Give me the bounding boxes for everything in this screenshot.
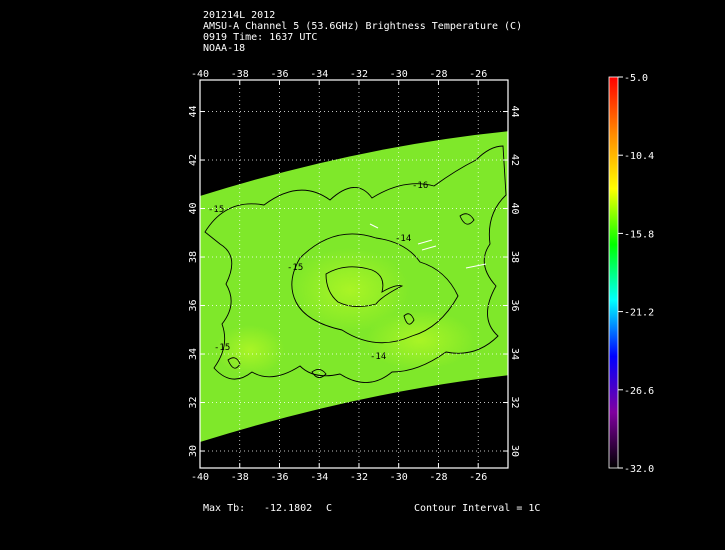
colorbar-label-1: -10.4	[624, 151, 654, 162]
colorbar-label-5: -32.0	[624, 464, 654, 475]
lon-label-bottom-4: -32	[350, 472, 368, 483]
lat-label-left-0: 30	[188, 445, 199, 457]
lon-label-bottom-0: -40	[191, 472, 209, 483]
colorbar-label-2: -15.8	[624, 229, 654, 240]
contour-line-14	[291, 233, 459, 344]
max-tb-label: Max Tb:	[203, 503, 246, 514]
axis-ticks	[199, 80, 508, 468]
lat-label-right-1: 32	[509, 397, 520, 409]
axis-tick-labels: -40 -40 -38 -38 -36 -36 -34 -34 -32 -32 -30 -30 -28 -…	[188, 69, 520, 483]
lon-label-top-6: -28	[429, 69, 447, 80]
satellite-title: NOAA-18	[203, 43, 246, 54]
lon-label-top-4: -32	[350, 69, 368, 80]
contour-label-1: -15	[208, 205, 224, 215]
lat-label-right-4: 38	[509, 251, 520, 263]
lon-label-bottom-6: -28	[429, 472, 447, 483]
lat-label-left-5: 40	[188, 203, 199, 215]
colorbar-label-3: -21.2	[624, 308, 654, 319]
lat-label-left-1: 32	[188, 397, 199, 409]
lon-label-top-5: -30	[390, 69, 408, 80]
lat-label-right-3: 36	[509, 300, 520, 312]
contour-label-4: -14	[395, 234, 411, 244]
lat-label-left-4: 38	[188, 251, 199, 263]
lon-label-top-2: -36	[270, 69, 288, 80]
time-title: 0919 Time: 1637 UTC	[203, 32, 318, 43]
contour-line-outer	[204, 145, 507, 383]
lat-label-left-2: 34	[188, 348, 199, 360]
lon-label-bottom-7: -26	[469, 472, 487, 483]
colorbar-label-4: -26.6	[624, 386, 654, 397]
contour-small-2	[403, 313, 415, 325]
contour-interval: Contour Interval = 1C	[414, 503, 541, 514]
lat-label-left-7: 44	[188, 106, 199, 118]
plot-frame	[199, 79, 509, 469]
colorbar-label-0: -5.0	[624, 73, 648, 84]
missing-data-marks	[369, 223, 487, 269]
lat-label-left-6: 42	[188, 154, 199, 166]
contour-label-2: -15	[214, 343, 230, 353]
colorbar-ticks: -5.0 -10.4 -15.8 -21.2 -26.6 -32.0	[618, 73, 654, 475]
lat-label-right-7: 44	[509, 106, 520, 118]
contour-label-0: -16	[412, 181, 428, 191]
lon-label-bottom-2: -36	[270, 472, 288, 483]
lat-label-right-2: 34	[509, 348, 520, 360]
lon-label-top-1: -38	[231, 69, 249, 80]
warm-areas	[215, 248, 475, 375]
lon-label-bottom-1: -38	[231, 472, 249, 483]
lon-label-top-7: -26	[469, 69, 487, 80]
contour-label-3: -15	[287, 263, 303, 273]
contour-labels: -16 -15 -15 -15 -14 -14	[208, 181, 428, 362]
lat-label-right-5: 40	[509, 203, 520, 215]
contour-lines	[204, 145, 507, 383]
lon-label-bottom-3: -34	[310, 472, 328, 483]
lat-label-left-3: 36	[188, 300, 199, 312]
lat-label-right-6: 42	[509, 154, 520, 166]
contour-small-4	[459, 213, 475, 225]
lon-label-top-0: -40	[191, 69, 209, 80]
contour-small-3	[311, 369, 327, 378]
lon-label-bottom-5: -30	[390, 472, 408, 483]
colorbar	[608, 76, 619, 469]
figure-header: 201214L 2012 AMSU-A Channel 5 (53.6GHz) B…	[203, 10, 522, 54]
max-tb-value: -12.1802	[264, 503, 313, 514]
contour-line-13	[325, 266, 404, 307]
max-tb-unit: C	[326, 503, 333, 514]
channel-title: AMSU-A Channel 5 (53.6GHz) Brightness Te…	[203, 21, 523, 32]
lon-label-top-3: -34	[310, 69, 328, 80]
storm-id-title: 201214L 2012	[203, 10, 276, 21]
lat-label-right-0: 30	[509, 445, 520, 457]
contour-label-5: -14	[370, 352, 386, 362]
